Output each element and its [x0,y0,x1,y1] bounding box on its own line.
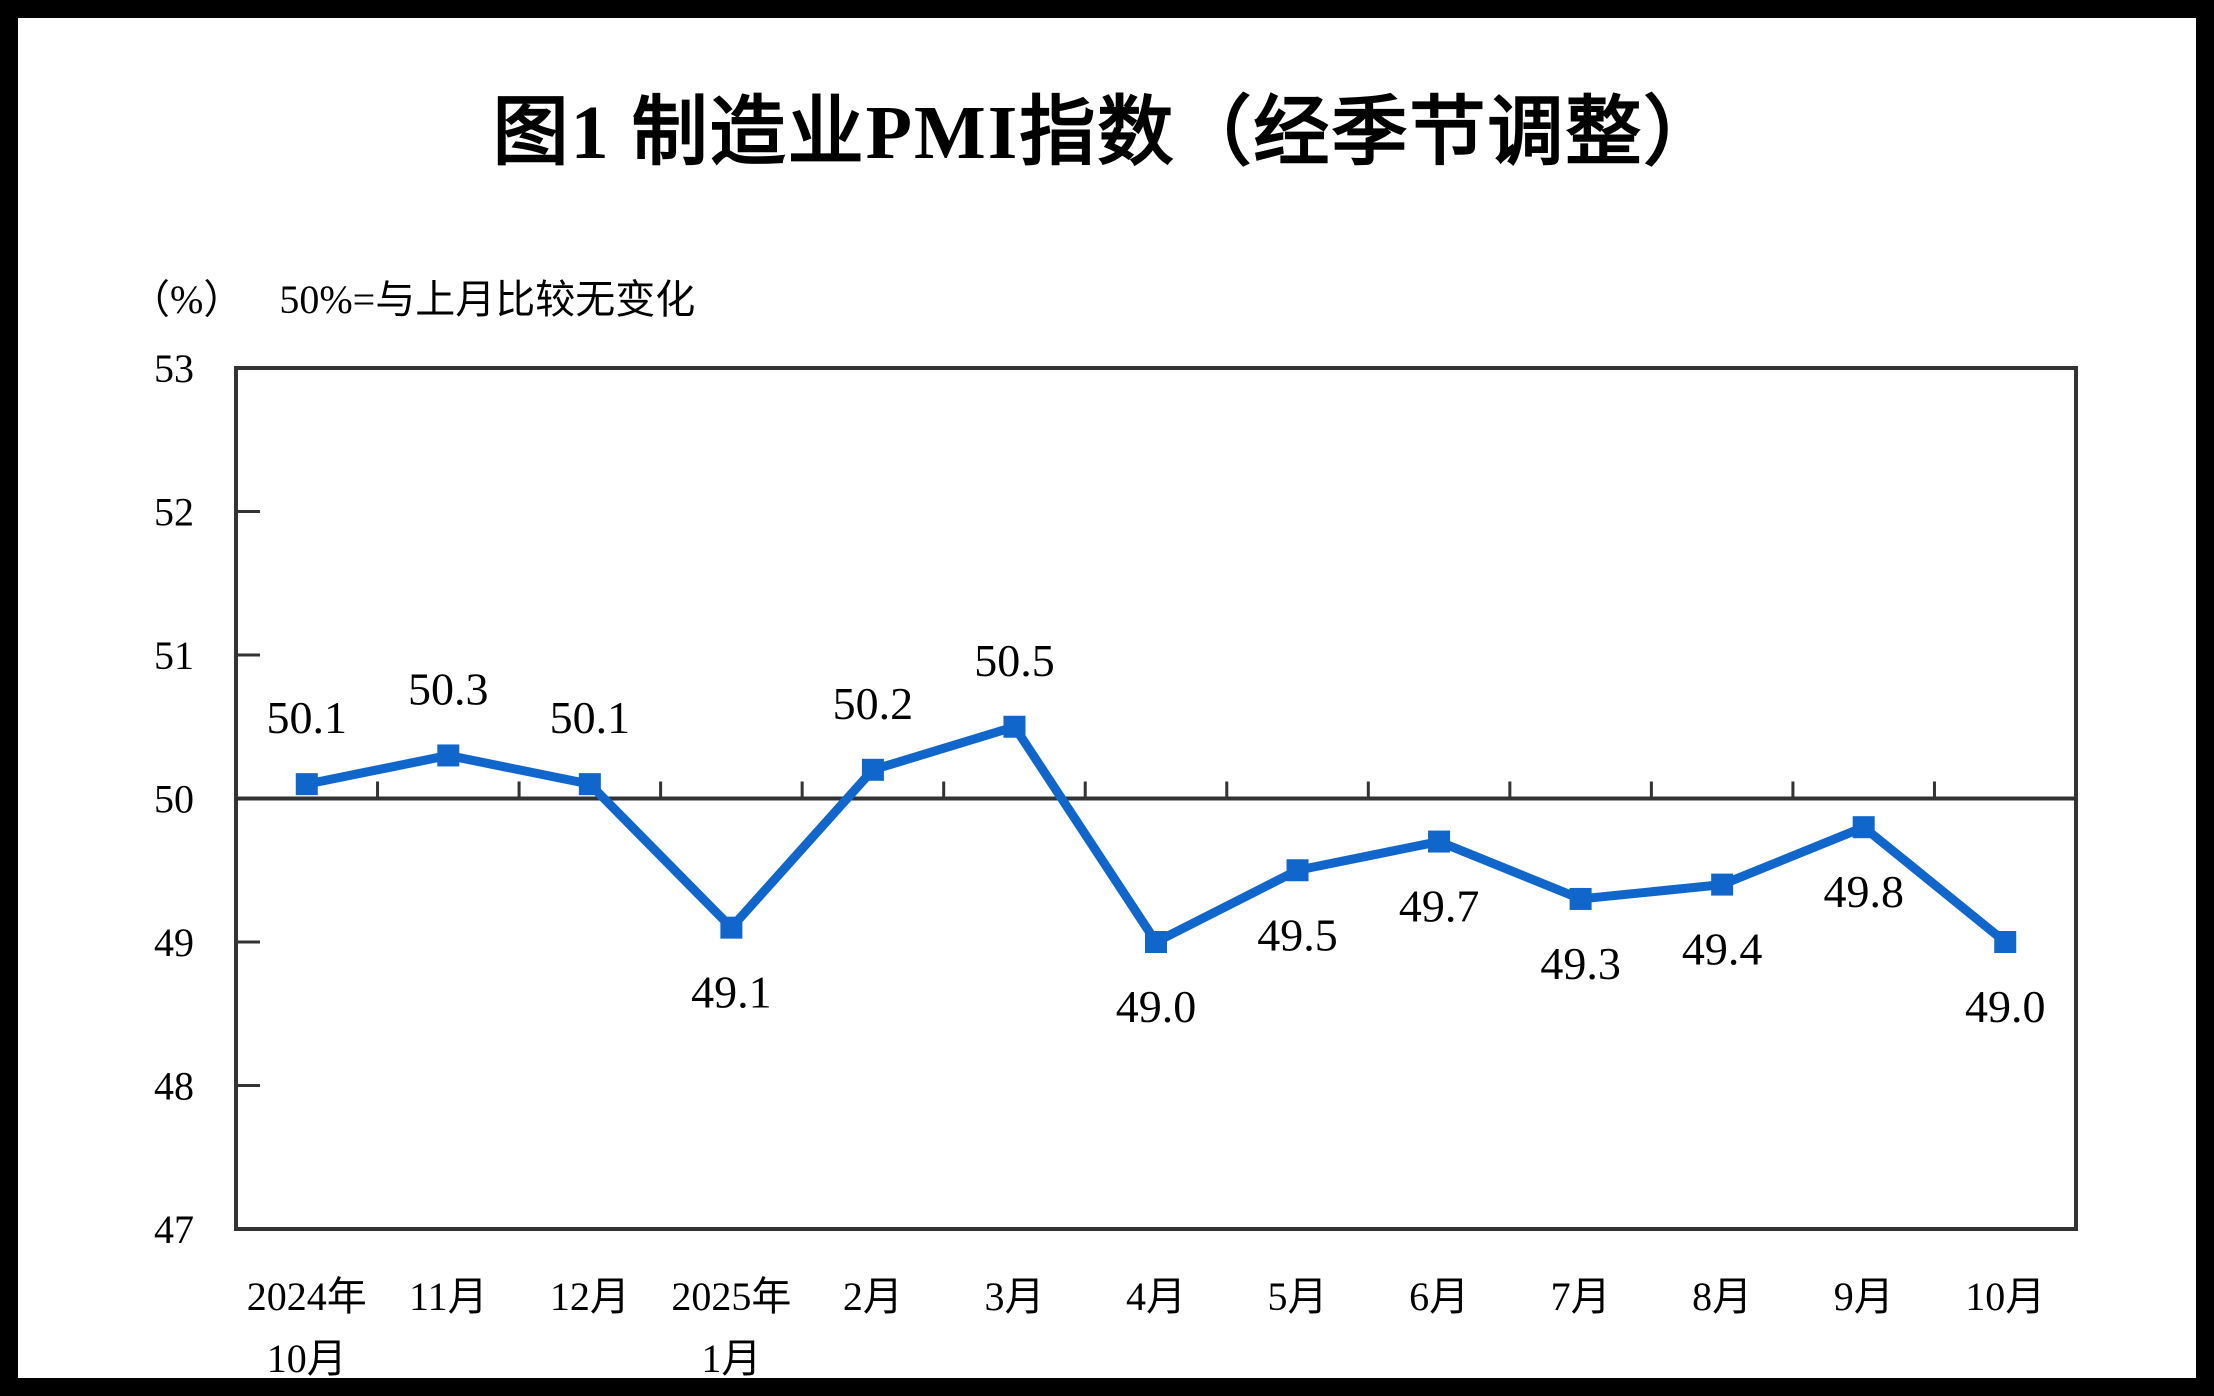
y-axis-tick-label: 52 [154,490,194,535]
y-axis-tick-label: 47 [154,1207,194,1252]
data-point-marker [437,744,460,767]
data-point-label: 49.0 [1965,981,2046,1032]
data-point-label: 50.1 [550,692,631,743]
data-point-label: 50.1 [267,692,348,743]
x-axis-label: 5月 [1268,1274,1328,1319]
data-point-marker [1003,715,1026,738]
x-axis-label: 4月 [1126,1274,1186,1319]
x-axis-label: 2025年 [671,1274,791,1319]
data-point-marker [1569,887,1592,910]
x-axis-label: 6月 [1409,1274,1469,1319]
x-axis-label: 3月 [984,1274,1044,1319]
data-point-marker [1145,931,1167,953]
y-axis-tick-label: 51 [154,633,194,678]
data-point-label: 49.7 [1399,881,1480,932]
data-point-label: 49.8 [1823,866,1904,917]
data-point-label: 49.5 [1257,909,1338,960]
y-axis-tick-label: 50 [154,777,194,822]
x-axis-label: 1月 [701,1336,761,1381]
x-axis-label: 9月 [1834,1274,1894,1319]
data-point-label: 50.2 [833,678,914,729]
data-point-marker [578,773,601,796]
y-axis-tick-label: 53 [154,346,194,391]
data-point-marker [720,916,743,939]
data-point-label: 49.3 [1540,938,1621,989]
x-axis-label: 11月 [409,1274,488,1319]
x-axis-label: 12月 [550,1274,630,1319]
y-axis-tick-label: 49 [154,920,194,965]
data-point-marker [1852,816,1875,839]
data-point-marker [1711,873,1734,896]
data-point-marker [1428,830,1451,853]
pmi-series-line [302,722,2010,947]
data-point-marker [861,758,884,781]
x-axis-label: 10月 [267,1336,347,1381]
data-point-marker [1994,931,2017,953]
y-axis-tick-label: 48 [154,1064,194,1109]
x-axis-label: 2月 [843,1274,903,1319]
reference-line-note: 50%=与上月比较无变化 [279,277,696,322]
data-point-label: 50.3 [408,663,489,714]
pmi-line-chart: 47 48 49 50 51 52 53 50.1 50.3 50.1 49.1 50.2 50.5 49… [154,346,2078,1381]
x-axis-label: 8月 [1692,1274,1752,1319]
data-point-label: 50.5 [974,635,1055,686]
chart-subtitle: （%） 50%=与上月比较无变化 [130,276,695,324]
x-axis-label: 7月 [1551,1274,1611,1319]
data-point-marker [1286,859,1309,882]
x-axis-label: 2024年 [247,1274,367,1319]
data-point-label: 49.4 [1682,924,1763,975]
data-point-label: 49.1 [691,967,772,1018]
y-axis-unit-label: （%） [130,277,244,322]
x-axis-label: 10月 [1965,1274,2045,1319]
chart-canvas: 47 48 49 50 51 52 53 50.1 50.3 50.1 49.1 50.2 50.5 49… [154,346,2078,1381]
data-point-label: 49.0 [1116,981,1197,1032]
data-point-marker [295,773,318,796]
chart-title: 图1 制造业PMI指数（经季节调整） [492,91,1722,175]
